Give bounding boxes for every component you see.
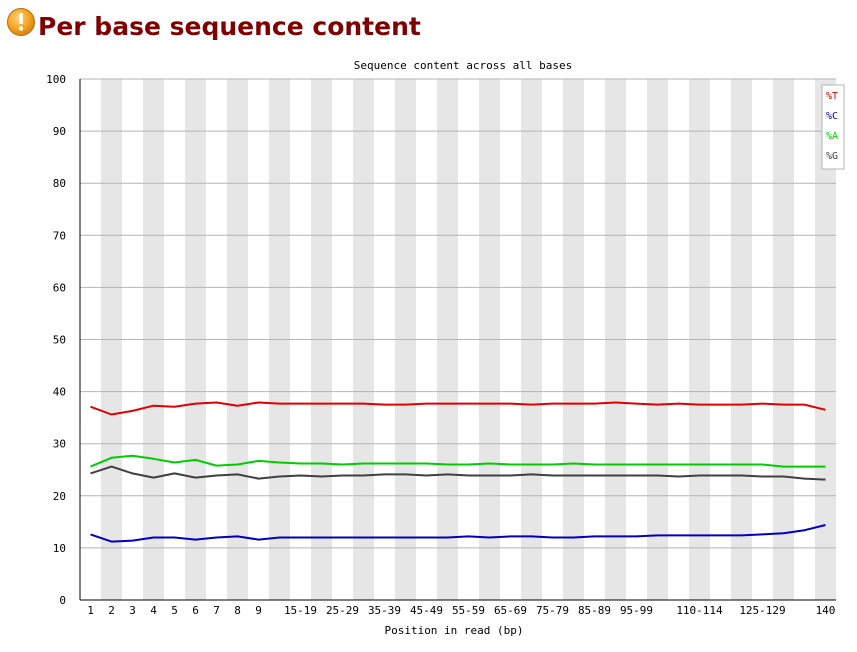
series-lines: [90, 401, 826, 543]
x-tick-label: 45-49: [410, 604, 443, 617]
x-tick-label: 110-114: [676, 604, 723, 617]
x-tick-label: 3: [129, 604, 136, 617]
x-tick-label: 6: [192, 604, 199, 617]
page-title: Per base sequence content: [38, 11, 421, 41]
warning-icon: [7, 8, 35, 36]
series-line: [90, 401, 826, 416]
x-tick-label: 5: [171, 604, 178, 617]
y-tick-label: 0: [59, 594, 66, 607]
y-tick-label: 70: [53, 229, 66, 242]
x-tick-label: 7: [213, 604, 220, 617]
x-tick-label: 9: [255, 604, 262, 617]
chart-title: Sequence content across all bases: [354, 59, 573, 72]
legend: %T %C %A %G: [821, 84, 845, 170]
legend-entry: %T: [826, 91, 838, 102]
x-tick-label: 85-89: [578, 604, 611, 617]
x-tick-label: 8: [234, 604, 241, 617]
x-axis-label: Position in read (bp): [384, 624, 523, 637]
x-tick-label: 125-129: [739, 604, 785, 617]
x-tick-label: 1: [87, 604, 94, 617]
series-line: [90, 465, 826, 481]
y-tick-label: 20: [53, 490, 66, 503]
legend-entry: %A: [826, 131, 838, 142]
x-tick-label: 65-69: [494, 604, 527, 617]
y-tick-label: 50: [53, 334, 66, 347]
axes: [79, 79, 836, 601]
report-header: Per base sequence content: [6, 2, 421, 42]
legend-entry: %C: [826, 111, 838, 122]
x-tick-label: 25-29: [326, 604, 359, 617]
x-tick-label: 55-59: [452, 604, 485, 617]
x-tick-labels: 1 2 3 4 5 6 7 8 9 15-19 25-29 35-39 45-49 55-59 65-69 7…: [87, 604, 835, 617]
y-tick-labels: 0 10 20 30 40 50 60 70 80 90 100: [46, 73, 66, 607]
x-tick-label: 140: [816, 604, 836, 617]
y-tick-label: 90: [53, 125, 66, 138]
y-tick-label: 40: [53, 386, 66, 399]
grid-lines: [80, 78, 836, 549]
y-tick-label: 80: [53, 177, 66, 190]
legend-box: [821, 84, 845, 170]
x-tick-label: 2: [108, 604, 115, 617]
y-tick-label: 30: [53, 438, 66, 451]
y-tick-label: 60: [53, 281, 66, 294]
x-tick-label: 4: [150, 604, 157, 617]
legend-entry: %G: [826, 151, 838, 162]
x-tick-label: 15-19: [284, 604, 317, 617]
x-tick-label: 35-39: [368, 604, 401, 617]
series-line: [90, 524, 826, 543]
y-tick-label: 100: [46, 73, 66, 86]
x-tick-label: 75-79: [536, 604, 569, 617]
x-tick-label: 95-99: [620, 604, 653, 617]
y-tick-label: 10: [53, 542, 66, 555]
series-line: [90, 454, 826, 468]
